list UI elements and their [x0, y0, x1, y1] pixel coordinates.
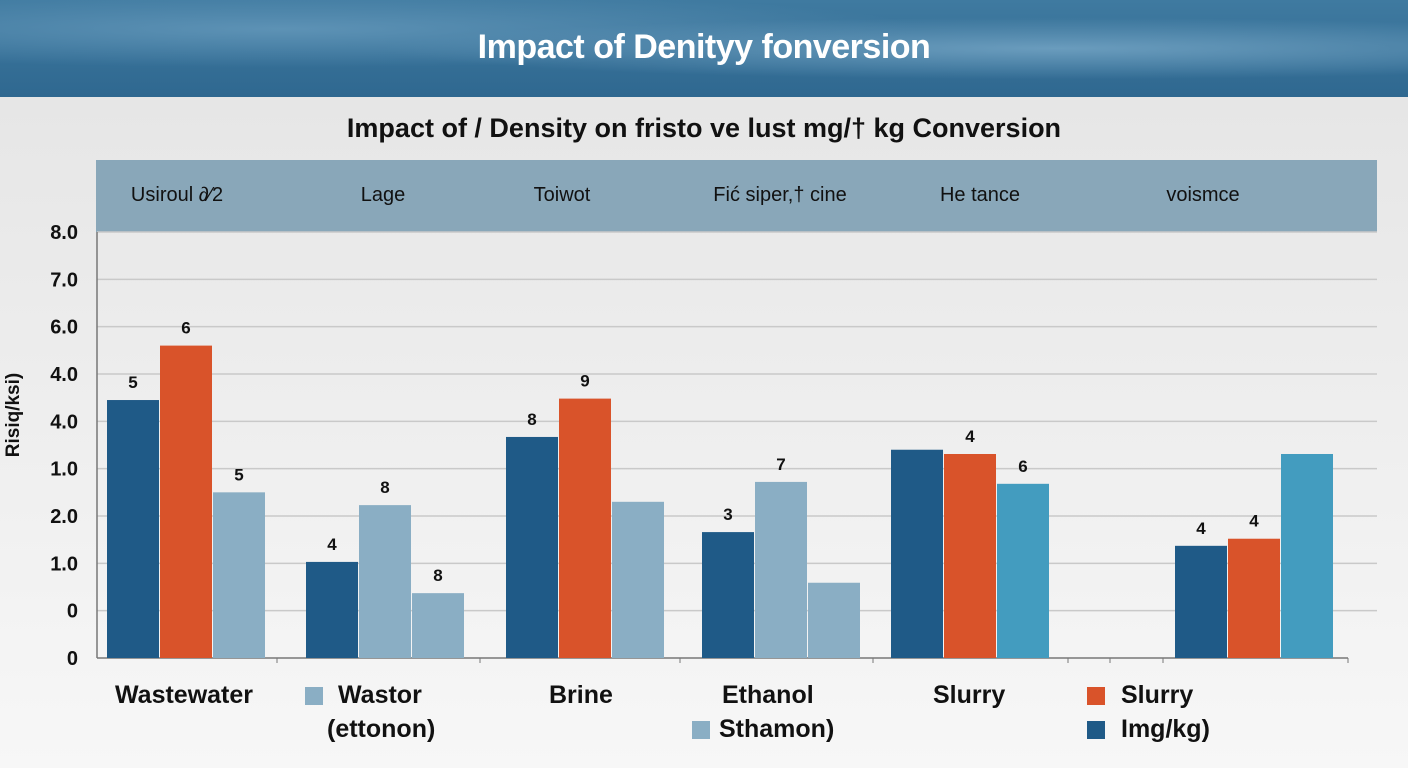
bar — [808, 582, 860, 658]
data-label: 5 — [234, 465, 243, 484]
bar — [997, 483, 1049, 658]
y-tick-label: 0 — [67, 648, 78, 670]
legend-category: Slurry — [933, 681, 1006, 709]
header-column: Usiroul ∂⁄2 — [130, 184, 224, 206]
bar — [160, 345, 212, 658]
data-label: 7 — [776, 455, 785, 474]
data-label: 4 — [1249, 512, 1259, 531]
y-tick-label: 4.0 — [50, 364, 78, 386]
data-label: 4 — [965, 427, 975, 446]
legend-category: Wastewater — [115, 681, 254, 709]
y-tick-label: 6.0 — [50, 317, 78, 339]
bar — [1175, 545, 1227, 658]
header-column: He tance — [939, 184, 1021, 206]
bar — [1228, 538, 1280, 658]
data-label: 8 — [380, 478, 389, 497]
header-column: Toiwot — [533, 184, 591, 206]
legend-category: Brine — [549, 681, 613, 709]
y-tick-label: 2.0 — [50, 506, 78, 528]
header-column: Lage — [360, 184, 406, 206]
legend-label: Sthamon) — [719, 715, 835, 743]
y-tick-label: 0 — [67, 601, 78, 623]
data-label: 4 — [327, 535, 337, 554]
legend-label: Slurry — [1121, 681, 1194, 709]
bar — [755, 481, 807, 658]
bar — [107, 400, 159, 658]
legend-swatch — [305, 687, 323, 705]
data-label: 8 — [433, 566, 442, 585]
legend-label: (ettonon) — [327, 715, 436, 743]
banner-title: Impact of Denityy fonversion — [477, 28, 931, 66]
header-band — [96, 160, 1377, 232]
data-label: 9 — [580, 372, 589, 391]
bar — [559, 398, 611, 658]
title-banner: Impact of Denityy fonversion — [0, 0, 1408, 97]
bar — [612, 501, 664, 658]
data-label: 8 — [527, 410, 536, 429]
header-column: voismce — [1166, 184, 1240, 206]
y-tick-label: 1.0 — [50, 553, 78, 575]
data-label: 6 — [181, 319, 190, 338]
bar — [1281, 453, 1333, 658]
bar — [506, 436, 558, 658]
data-label: 6 — [1018, 457, 1027, 476]
data-label: 4 — [1196, 519, 1206, 538]
bar — [213, 492, 265, 658]
y-tick-label: 1.0 — [50, 459, 78, 481]
legend-category: Ethanol — [722, 681, 814, 709]
y-tick-label: 7.0 — [50, 269, 78, 291]
data-label: 5 — [128, 373, 137, 392]
bar — [944, 453, 996, 658]
header-column: Fić siper,† cine — [713, 184, 847, 206]
legend-swatch — [1087, 721, 1105, 739]
legend-swatch — [692, 721, 710, 739]
legend-label: Img/kg) — [1121, 715, 1210, 743]
data-label: 3 — [723, 505, 732, 524]
bar — [359, 505, 411, 658]
chart-title: Impact of / Density on fristo ve lust mg… — [346, 113, 1062, 143]
bar — [412, 593, 464, 658]
bar — [891, 449, 943, 658]
bar — [306, 561, 358, 658]
y-tick-label: 4.0 — [50, 411, 78, 433]
bar — [702, 532, 754, 658]
legend-label: Wastor — [338, 681, 422, 709]
legend-swatch — [1087, 687, 1105, 705]
y-tick-label: 8.0 — [50, 222, 78, 244]
